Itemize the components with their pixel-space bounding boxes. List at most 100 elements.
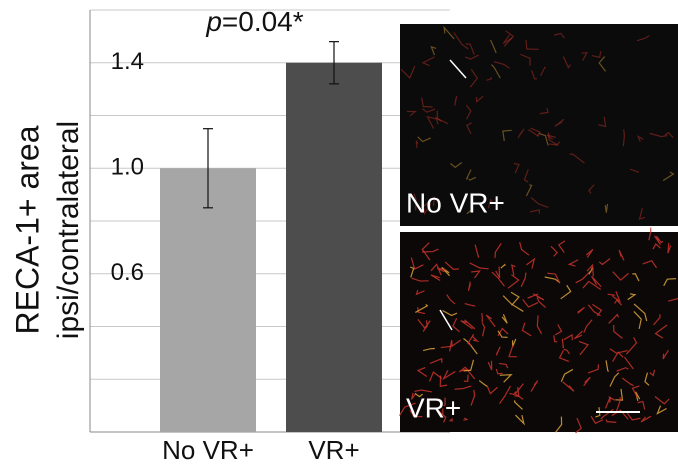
vessel [618,249,625,261]
vessel [608,313,620,324]
vessel [486,76,493,81]
vessel [442,370,456,381]
vessel [577,306,585,314]
vessel [616,367,629,372]
vessel [417,136,431,143]
vessel [595,407,601,418]
arrow [439,309,453,331]
vessel [583,376,591,387]
vessel [622,129,625,147]
vessel [563,348,571,355]
vessel [466,208,474,215]
vessel [415,303,429,313]
vessel [612,271,629,281]
vessel [467,333,475,347]
vessel [440,339,462,349]
vessel [416,366,428,377]
vessel [560,368,574,382]
vessel [502,295,524,312]
error-bar [203,128,213,209]
vessel [499,385,511,405]
vessel [467,281,471,291]
vessel [508,344,517,358]
vessel [598,56,607,72]
vessel [509,391,517,396]
vessel [450,162,463,169]
vessel [421,242,431,261]
vessel [475,95,484,104]
vessel [530,127,541,137]
vessel [517,128,525,139]
vessel [421,248,439,253]
vessel [522,298,539,308]
vessel [668,297,678,302]
vessel [474,244,480,258]
vessel [417,306,426,315]
vessel [494,243,502,258]
vessel [563,333,573,341]
vessel [443,397,446,407]
vessel [609,348,628,354]
vessel [414,389,432,393]
vessel [422,196,436,208]
vessel [586,263,594,277]
vessel [486,385,498,395]
vessel [423,203,432,216]
vessel [561,338,565,349]
vessel [464,54,480,60]
vessel [464,319,476,330]
vessel [444,261,459,270]
vessel [664,131,674,139]
vessel [585,248,594,258]
vessel [640,415,652,423]
vessel [500,263,506,269]
vessel [410,266,415,278]
vessel [485,314,496,328]
vessel [502,34,513,44]
vessel [400,65,416,79]
y-axis-title: ipsi/contralateral [52,121,85,339]
vessel [495,368,503,375]
vessel [493,61,510,69]
vessel [503,30,515,47]
vessel [435,116,442,125]
vessel [555,416,563,433]
vessel [598,116,607,128]
vessel [632,273,640,282]
vessel [463,359,475,372]
vessel [414,393,424,398]
vessel [472,336,480,343]
vessel [525,184,533,197]
vessel [644,372,650,386]
vessel [430,263,442,276]
vessel [495,266,501,279]
vessel [626,337,638,355]
vessel [649,132,668,138]
vessel [507,274,520,289]
arrow [449,59,467,79]
vessel [465,104,472,120]
vessel [554,118,565,127]
vessel [463,417,469,421]
vessel [499,374,513,383]
vessel [521,322,532,337]
panel-label: VR+ [406,392,461,423]
vessel [607,293,615,296]
vessel [562,381,575,392]
panel-label: No VR+ [406,187,505,218]
vessel [642,259,658,269]
vessel [454,95,458,106]
vessel [513,400,523,410]
vessel [578,340,590,356]
vessel [605,419,617,423]
vessel [609,372,620,387]
vessel [449,417,453,422]
x-tick-label: No VR+ [162,435,254,465]
vessel [498,362,509,369]
vessel [550,245,558,257]
vessel [515,414,525,426]
vessel [510,291,520,306]
vessel [466,122,473,135]
vessel [573,330,583,340]
vessel [453,32,469,50]
